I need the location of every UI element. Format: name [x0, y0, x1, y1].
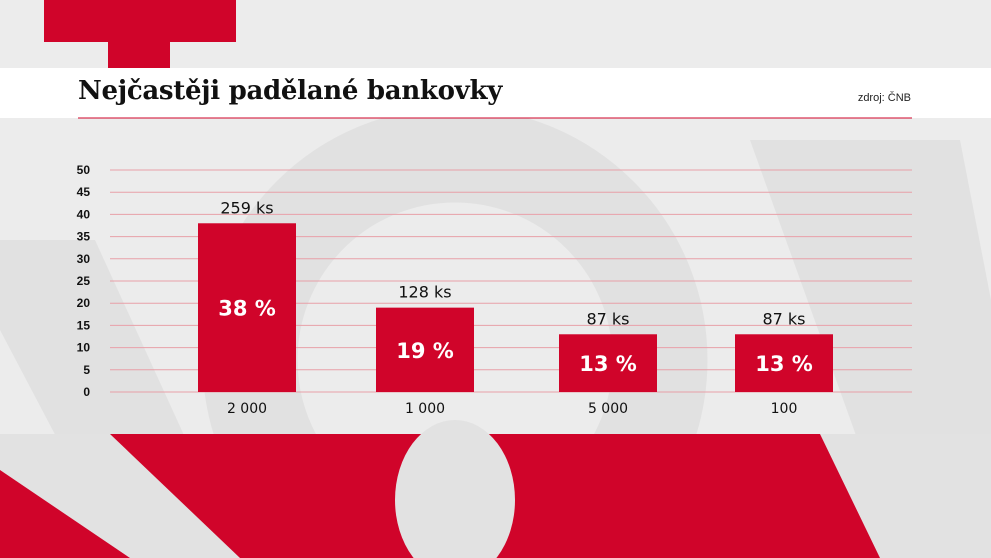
y-tick-label: 30	[77, 252, 91, 266]
bar	[559, 334, 657, 392]
source-note: zdroj: ČNB	[857, 92, 911, 104]
x-tick-label: 5 000	[588, 401, 628, 417]
x-tick-label: 2 000	[227, 401, 267, 417]
x-tick-label: 1 000	[405, 401, 445, 417]
bar-count-label: 87 ks	[762, 309, 805, 328]
y-tick-label: 10	[77, 341, 91, 355]
bar-value-label: 38 %	[218, 297, 276, 321]
bar-value-label: 13 %	[755, 352, 813, 376]
header-bar	[0, 68, 991, 118]
y-tick-label: 45	[77, 185, 91, 199]
top-red-block	[44, 0, 236, 42]
bottom-letter-v-cut	[820, 434, 991, 558]
bar-count-label: 259 ks	[220, 198, 273, 217]
bottom-letter-o-cut	[395, 420, 515, 558]
y-tick-label: 50	[77, 163, 91, 177]
x-tick-label: 100	[771, 401, 798, 417]
y-tick-label: 20	[77, 296, 91, 310]
bottom-letter-n-cut	[0, 434, 240, 558]
bar-count-label: 87 ks	[586, 309, 629, 328]
chart-title: Nejčastěji padělané bankovky	[78, 76, 503, 106]
bar-count-label: 128 ks	[398, 283, 451, 302]
y-tick-label: 40	[77, 207, 91, 221]
bar-value-label: 13 %	[579, 352, 637, 376]
bar	[376, 307, 474, 392]
y-tick-label: 0	[83, 385, 90, 399]
y-tick-label: 5	[83, 363, 90, 377]
bar	[735, 334, 833, 392]
y-tick-label: 25	[77, 274, 91, 288]
bar	[198, 223, 296, 392]
bar-value-label: 19 %	[396, 339, 454, 363]
y-tick-label: 15	[77, 318, 91, 332]
y-tick-label: 35	[77, 230, 91, 244]
top-red-stem	[108, 42, 170, 68]
